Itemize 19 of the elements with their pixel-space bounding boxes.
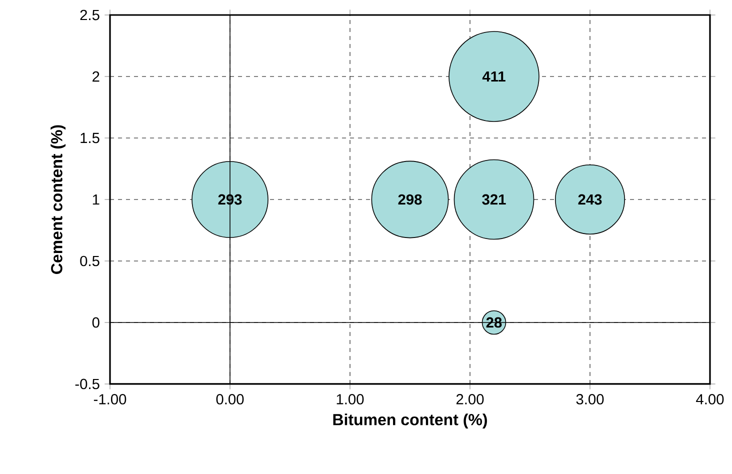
y-tick-label: -0.5: [75, 378, 100, 390]
x-tick-label: 4.00: [696, 394, 724, 404]
y-axis-title: Cement content (%): [50, 125, 66, 274]
x-tick-label: 1.00: [336, 394, 364, 404]
y-tick-label: 1: [92, 194, 100, 205]
data-label: 298: [398, 194, 422, 205]
x-axis-title: Bitumen content (%): [333, 414, 487, 428]
x-tick-label: -1.00: [94, 394, 126, 404]
y-tick-label: 2: [92, 71, 100, 82]
x-tick-label: 0.00: [216, 394, 244, 404]
y-tick-label: 2.5: [80, 10, 100, 20]
data-label: 243: [578, 194, 602, 205]
x-tick-label: 3.00: [576, 394, 604, 404]
y-tick-label: 1.5: [80, 132, 100, 144]
x-tick-label: 2.00: [456, 394, 484, 404]
y-tick-label: 0: [92, 317, 100, 328]
data-label: 411: [482, 71, 506, 82]
data-label: 321: [482, 194, 506, 205]
y-tick-label: 0.5: [80, 256, 100, 266]
